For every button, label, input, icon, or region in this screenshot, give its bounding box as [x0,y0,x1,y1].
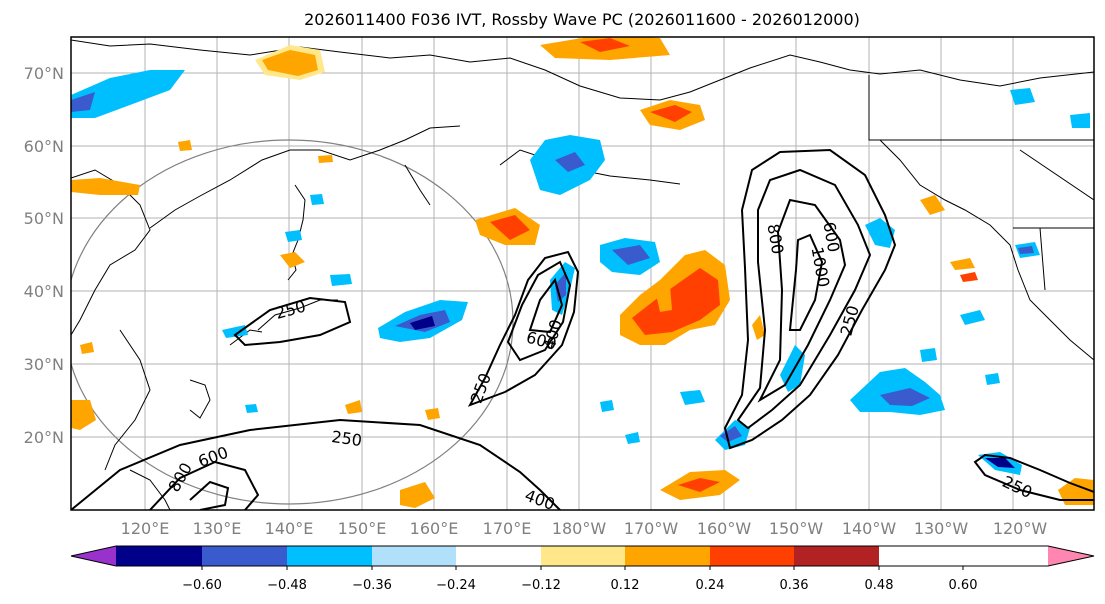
lat-label: 60°N [24,137,64,156]
colorbar-tick-label: −0.24 [436,578,476,593]
colorbar: −0.60 −0.48 −0.36 −0.24 −0.12 0.12 0.24 … [70,545,1095,593]
colorbar-tick-label: −0.36 [352,578,392,593]
colorbar-segment [625,546,710,566]
colorbar-outline [70,545,1095,567]
colorbar-segment [287,546,372,566]
colorbar-segment [372,546,456,566]
colorbar-segment [456,546,541,566]
lon-label: 160°E [410,519,459,538]
colorbar-tick-label: 0.36 [780,578,809,593]
lon-label: 170°E [483,519,532,538]
latitude-labels: 70°N 60°N 50°N 40°N 30°N 20°N [24,64,64,447]
colorbar-tick-label: 0.24 [696,578,725,593]
lon-label: 160°W [697,519,752,538]
lon-label: 150°W [769,519,824,538]
colorbar-segment [710,546,794,566]
ivt-positive-anomalies [71,37,1094,508]
colorbar-tick-label: −0.60 [182,578,222,593]
lat-label: 70°N [24,64,64,83]
ivt-negative-anomalies [71,70,1090,475]
colorbar-ticks [201,566,964,570]
map-title: 2026011400 F036 IVT, Rossby Wave PC (202… [304,10,860,29]
colorbar-extend-min [71,546,116,566]
lat-label: 40°N [24,282,64,301]
lon-label: 140°E [265,519,314,538]
colorbar-tick-label: 0.60 [949,578,978,593]
colorbar-segment [202,546,287,566]
lon-label: 170°W [624,519,679,538]
lon-label: 130°W [914,519,969,538]
lon-label: 130°E [193,519,242,538]
colorbar-tick-label: 0.48 [865,578,894,593]
colorbar-segment [794,546,879,566]
colorbar-tick-label: −0.12 [521,578,561,593]
colorbar-segment [116,546,202,566]
colorbar-tick-label: −0.48 [267,578,307,593]
lon-label: 120°W [993,519,1048,538]
contour-label: 250 [330,427,363,450]
map-area: 250 600 400 250 1000 800 600 250 250 600… [71,37,1094,510]
lat-label: 50°N [24,209,64,228]
lon-label: 150°E [338,519,387,538]
colorbar-extend-max [1048,546,1094,566]
ivt-contours [71,148,1094,510]
longitude-labels: 120°E 130°E 140°E 150°E 160°E 170°E 180°… [121,519,1048,538]
map-frame [70,36,1095,511]
reference-circle [71,139,514,505]
lon-label: 120°E [121,519,170,538]
lat-label: 20°N [24,428,64,447]
lon-label: 180°W [552,519,607,538]
lat-label: 30°N [24,355,64,374]
lon-label: 140°W [842,519,897,538]
colorbar-tick-label: 0.12 [611,578,640,593]
colorbar-segment [541,546,625,566]
